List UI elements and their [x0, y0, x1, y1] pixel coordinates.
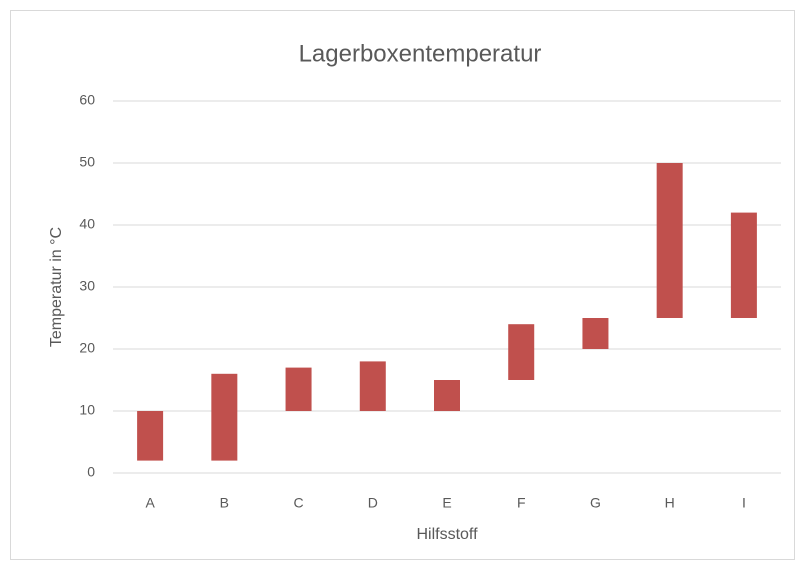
- y-tick-label: 0: [87, 464, 95, 480]
- x-tick-label: E: [442, 495, 451, 511]
- bar: [211, 373, 238, 461]
- y-axis-label: Temperatur in °C: [48, 227, 65, 347]
- y-tick-label: 10: [79, 402, 95, 418]
- y-tick-label: 20: [79, 340, 95, 356]
- bar: [434, 380, 460, 411]
- x-tick-label: G: [590, 495, 601, 511]
- bar: [285, 367, 312, 411]
- bar: [656, 163, 683, 318]
- bar: [508, 324, 535, 380]
- y-tick-label: 60: [79, 92, 95, 108]
- y-tick-label: 40: [79, 216, 95, 232]
- x-tick-label: I: [742, 495, 746, 511]
- chart-title: Lagerboxentemperatur: [299, 40, 542, 67]
- x-axis-label: Hilfsstoff: [416, 526, 478, 543]
- x-tick-label: C: [293, 495, 303, 511]
- bar: [359, 361, 386, 411]
- y-tick-label: 30: [79, 278, 95, 294]
- x-tick-label: A: [145, 495, 155, 511]
- x-tick-label: B: [220, 495, 229, 511]
- x-tick-label: D: [368, 495, 378, 511]
- x-tick-label: H: [665, 495, 675, 511]
- bar: [137, 411, 164, 461]
- y-tick-label: 50: [79, 154, 95, 170]
- bar: [730, 212, 757, 318]
- x-tick-label: F: [517, 495, 526, 511]
- bar: [582, 318, 609, 349]
